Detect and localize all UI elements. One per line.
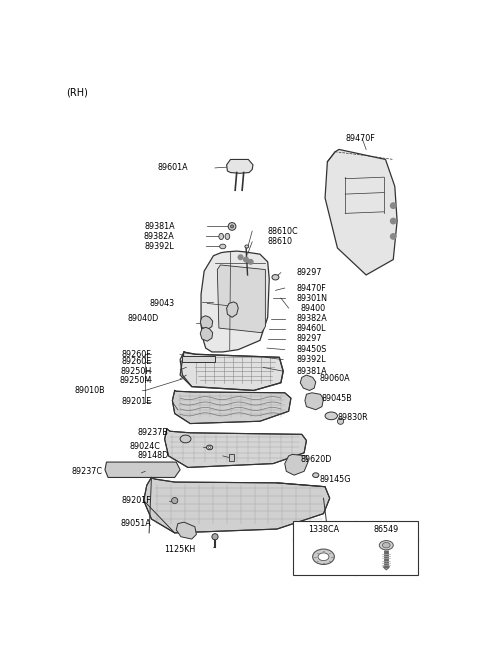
Text: 89301N: 89301N	[296, 293, 327, 303]
Polygon shape	[300, 375, 316, 390]
Text: 89830R: 89830R	[337, 413, 368, 422]
Circle shape	[212, 534, 218, 540]
Polygon shape	[182, 356, 215, 362]
Text: 89051A: 89051A	[120, 519, 152, 528]
Text: 89381A: 89381A	[144, 222, 175, 231]
Text: 89460L: 89460L	[296, 324, 326, 333]
Text: 89392L: 89392L	[145, 242, 175, 251]
Ellipse shape	[379, 540, 393, 550]
Ellipse shape	[220, 244, 226, 249]
Polygon shape	[105, 462, 180, 477]
Text: 89392L: 89392L	[296, 355, 326, 364]
Text: 89620D: 89620D	[300, 455, 332, 464]
Ellipse shape	[318, 553, 329, 561]
Text: 89024C: 89024C	[130, 442, 161, 451]
Text: 88610: 88610	[268, 237, 293, 246]
Polygon shape	[227, 302, 238, 317]
Ellipse shape	[312, 473, 319, 477]
Text: 86549: 86549	[373, 525, 399, 534]
Text: 89260F: 89260F	[122, 350, 152, 359]
Polygon shape	[201, 251, 269, 352]
Text: 89148D: 89148D	[137, 451, 168, 460]
Circle shape	[228, 223, 236, 231]
Ellipse shape	[245, 245, 249, 248]
Text: 89237B: 89237B	[138, 428, 168, 438]
Text: 88610C: 88610C	[268, 227, 299, 236]
Text: 89060A: 89060A	[320, 375, 350, 383]
Circle shape	[230, 225, 234, 228]
Circle shape	[244, 257, 248, 262]
Text: 89250H: 89250H	[120, 367, 152, 376]
Text: 89201E: 89201E	[121, 398, 152, 407]
Text: 1338CA: 1338CA	[308, 525, 339, 534]
Text: 89400: 89400	[300, 303, 325, 312]
Ellipse shape	[325, 412, 337, 420]
Ellipse shape	[312, 549, 335, 565]
Text: 89470F: 89470F	[296, 284, 326, 293]
Polygon shape	[217, 265, 265, 333]
Text: 89470F: 89470F	[345, 134, 375, 143]
Text: 89040D: 89040D	[128, 314, 159, 324]
Text: 1125KH: 1125KH	[164, 546, 196, 554]
Ellipse shape	[180, 435, 191, 443]
Text: 89250M: 89250M	[119, 376, 152, 385]
Polygon shape	[180, 352, 283, 390]
Text: 89381A: 89381A	[296, 367, 327, 376]
Text: (RH): (RH)	[66, 88, 88, 98]
Ellipse shape	[206, 445, 213, 450]
Bar	[292, 521, 418, 575]
Text: 89201F: 89201F	[122, 496, 152, 505]
Polygon shape	[200, 316, 213, 329]
Polygon shape	[285, 455, 308, 475]
Ellipse shape	[225, 233, 230, 240]
Polygon shape	[200, 328, 213, 341]
Circle shape	[391, 203, 396, 208]
Text: 89043: 89043	[150, 299, 175, 308]
Circle shape	[391, 234, 396, 239]
Text: 89237C: 89237C	[72, 467, 103, 476]
Bar	[229, 455, 234, 461]
Ellipse shape	[272, 274, 279, 280]
Text: 89382A: 89382A	[144, 232, 175, 241]
Text: 89145G: 89145G	[320, 474, 351, 483]
Polygon shape	[144, 477, 330, 533]
Polygon shape	[172, 390, 291, 424]
Text: 89297: 89297	[296, 334, 322, 343]
Text: 89260E: 89260E	[121, 358, 152, 366]
Polygon shape	[176, 522, 196, 539]
Circle shape	[337, 418, 344, 424]
Polygon shape	[305, 393, 324, 409]
Circle shape	[238, 255, 243, 259]
Circle shape	[391, 218, 396, 224]
Ellipse shape	[219, 233, 224, 240]
Text: 89010B: 89010B	[74, 386, 105, 395]
Polygon shape	[325, 149, 397, 275]
Text: 89045B: 89045B	[322, 394, 353, 403]
Polygon shape	[165, 429, 306, 468]
Text: 89601A: 89601A	[157, 163, 188, 172]
Circle shape	[248, 259, 253, 264]
Ellipse shape	[383, 542, 390, 548]
Ellipse shape	[208, 447, 211, 449]
Text: 89297: 89297	[296, 268, 322, 277]
Polygon shape	[227, 159, 253, 174]
Text: 89382A: 89382A	[296, 314, 327, 324]
Text: 89450S: 89450S	[296, 345, 327, 354]
Circle shape	[172, 498, 178, 504]
